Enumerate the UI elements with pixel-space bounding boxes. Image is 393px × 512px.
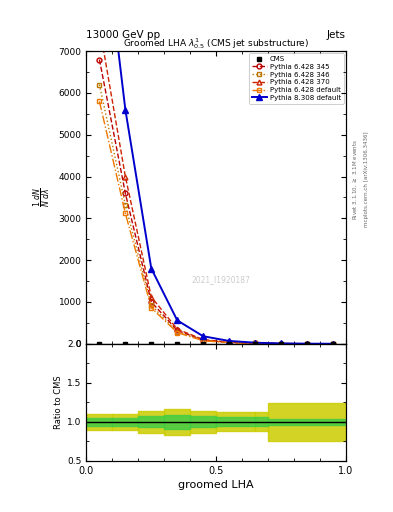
Pythia 6.428 default [201, 338, 206, 344]
Title: Groomed LHA $\lambda^{1}_{0.5}$ (CMS jet substructure): Groomed LHA $\lambda^{1}_{0.5}$ (CMS jet… [123, 36, 309, 51]
Line: Pythia 6.428 default: Pythia 6.428 default [97, 99, 335, 346]
Pythia 6.428 370 [123, 174, 128, 180]
Pythia 6.428 345 [305, 340, 309, 347]
Pythia 6.428 default [227, 339, 231, 346]
Pythia 6.428 370 [149, 294, 154, 300]
CMS [331, 340, 335, 347]
CMS [279, 340, 283, 347]
Pythia 6.428 346 [201, 337, 206, 344]
Pythia 6.428 default [149, 305, 154, 311]
Pythia 6.428 346 [123, 202, 128, 208]
Text: Jets: Jets [327, 30, 346, 40]
Pythia 8.308 default [149, 265, 154, 271]
Pythia 8.308 default [253, 339, 257, 346]
Pythia 6.428 345 [97, 56, 102, 62]
Pythia 6.428 345 [227, 339, 231, 346]
Pythia 6.428 346 [227, 339, 231, 346]
CMS [123, 340, 128, 347]
Pythia 6.428 346 [175, 329, 180, 335]
Pythia 6.428 346 [305, 340, 309, 347]
Pythia 6.428 346 [149, 302, 154, 308]
Text: 13000 GeV pp: 13000 GeV pp [86, 30, 161, 40]
Pythia 6.428 default [97, 98, 102, 104]
Line: Pythia 6.428 345: Pythia 6.428 345 [97, 57, 335, 346]
Pythia 8.308 default [227, 338, 231, 344]
Pythia 6.428 345 [149, 299, 154, 305]
Pythia 6.428 370 [97, 23, 102, 29]
Pythia 6.428 345 [175, 327, 180, 333]
Pythia 6.428 345 [279, 340, 283, 347]
Pythia 6.428 default [279, 340, 283, 347]
Pythia 6.428 370 [201, 336, 206, 343]
Pythia 6.428 345 [331, 340, 335, 347]
Pythia 8.308 default [201, 333, 206, 339]
Pythia 8.308 default [331, 340, 335, 347]
CMS [253, 340, 257, 347]
Y-axis label: $\frac{1}{N}\frac{dN}{d\lambda}$: $\frac{1}{N}\frac{dN}{d\lambda}$ [31, 187, 53, 207]
Pythia 6.428 default [253, 340, 257, 347]
Pythia 6.428 346 [97, 81, 102, 88]
CMS [305, 340, 309, 347]
Pythia 6.428 346 [253, 340, 257, 347]
Pythia 8.308 default [123, 106, 128, 113]
Pythia 6.428 346 [331, 340, 335, 347]
Pythia 6.428 370 [227, 339, 231, 345]
Pythia 6.428 default [175, 330, 180, 336]
Pythia 6.428 default [331, 340, 335, 347]
Pythia 6.428 345 [123, 190, 128, 197]
CMS [175, 340, 180, 347]
Pythia 6.428 default [123, 210, 128, 217]
Line: Pythia 6.428 346: Pythia 6.428 346 [97, 82, 335, 346]
Pythia 6.428 370 [279, 340, 283, 347]
Pythia 8.308 default [305, 340, 309, 347]
Pythia 6.428 345 [201, 337, 206, 343]
X-axis label: groomed LHA: groomed LHA [178, 480, 254, 490]
Pythia 6.428 370 [305, 340, 309, 347]
Legend: CMS, Pythia 6.428 345, Pythia 6.428 346, Pythia 6.428 370, Pythia 6.428 default,: CMS, Pythia 6.428 345, Pythia 6.428 346,… [249, 53, 344, 103]
Y-axis label: Ratio to CMS: Ratio to CMS [54, 375, 63, 429]
Text: 2021_I1920187: 2021_I1920187 [192, 275, 251, 284]
Pythia 6.428 370 [331, 340, 335, 347]
Line: Pythia 8.308 default: Pythia 8.308 default [96, 0, 336, 347]
Pythia 8.308 default [279, 340, 283, 347]
Pythia 6.428 345 [253, 340, 257, 346]
Pythia 6.428 370 [175, 326, 180, 332]
Pythia 6.428 346 [279, 340, 283, 347]
CMS [227, 340, 231, 347]
Pythia 6.428 370 [253, 340, 257, 346]
CMS [97, 340, 102, 347]
Pythia 8.308 default [175, 317, 180, 324]
Text: mcplots.cern.ch [arXiv:1306.3436]: mcplots.cern.ch [arXiv:1306.3436] [364, 132, 369, 227]
CMS [201, 340, 206, 347]
Text: Rivet 3.1.10, $\geq$ 3.1M events: Rivet 3.1.10, $\geq$ 3.1M events [352, 139, 359, 220]
Line: Pythia 6.428 370: Pythia 6.428 370 [97, 24, 335, 346]
Pythia 6.428 default [305, 340, 309, 347]
Line: CMS: CMS [97, 342, 335, 346]
CMS [149, 340, 154, 347]
